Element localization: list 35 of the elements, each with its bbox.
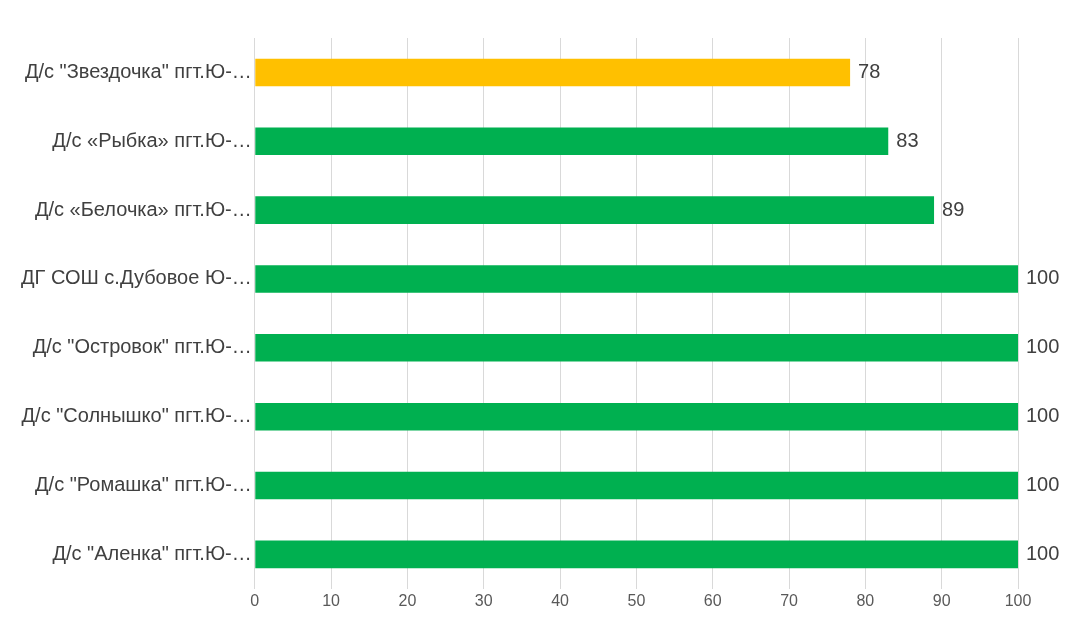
y-tick-label: Д/с "Аленка" пгт.Ю-… [52, 541, 252, 564]
x-tick-label: 90 [932, 591, 951, 609]
x-tick-label: 50 [627, 591, 646, 609]
data-label: 100 [1026, 266, 1060, 289]
y-tick-label: Д/с «Рыбка» пгт.Ю-… [52, 128, 252, 151]
y-tick-label: Д/с "Ромашка" пгт.Ю-… [35, 473, 252, 496]
data-label: 100 [1026, 473, 1060, 496]
bar [255, 402, 1018, 431]
bar [255, 196, 935, 224]
x-tick-label: 70 [780, 591, 799, 609]
bar [255, 471, 1018, 500]
x-tick-label: 0 [250, 591, 260, 609]
x-tick-label: 100 [1004, 591, 1032, 609]
y-tick-label: Д/с "Солнышко" пгт.Ю-… [21, 404, 252, 427]
bar [255, 58, 851, 87]
x-tick-label: 30 [474, 591, 493, 609]
data-label: 100 [1026, 335, 1060, 358]
x-tick-label: 80 [856, 591, 875, 609]
data-label: 100 [1026, 404, 1060, 427]
bar [255, 265, 1018, 293]
y-tick-label: ДГ СОШ с.Дубовое Ю-… [20, 266, 252, 289]
data-label: 78 [858, 59, 881, 82]
data-label: 83 [896, 128, 919, 151]
bar [255, 334, 1018, 362]
y-tick-label: Д/с «Белочка» пгт.Ю-… [34, 197, 252, 220]
bar [255, 540, 1018, 569]
x-tick-label: 40 [551, 591, 570, 609]
x-tick-label: 20 [398, 591, 417, 609]
x-tick-label: 60 [703, 591, 722, 609]
y-tick-label: Д/с "Звездочка" пгт.Ю-… [24, 59, 252, 82]
bar [255, 127, 889, 156]
y-tick-label: Д/с "Островок" пгт.Ю-… [32, 335, 252, 358]
data-label: 89 [942, 197, 965, 220]
data-label: 100 [1026, 541, 1060, 564]
x-tick-label: 10 [322, 591, 341, 609]
